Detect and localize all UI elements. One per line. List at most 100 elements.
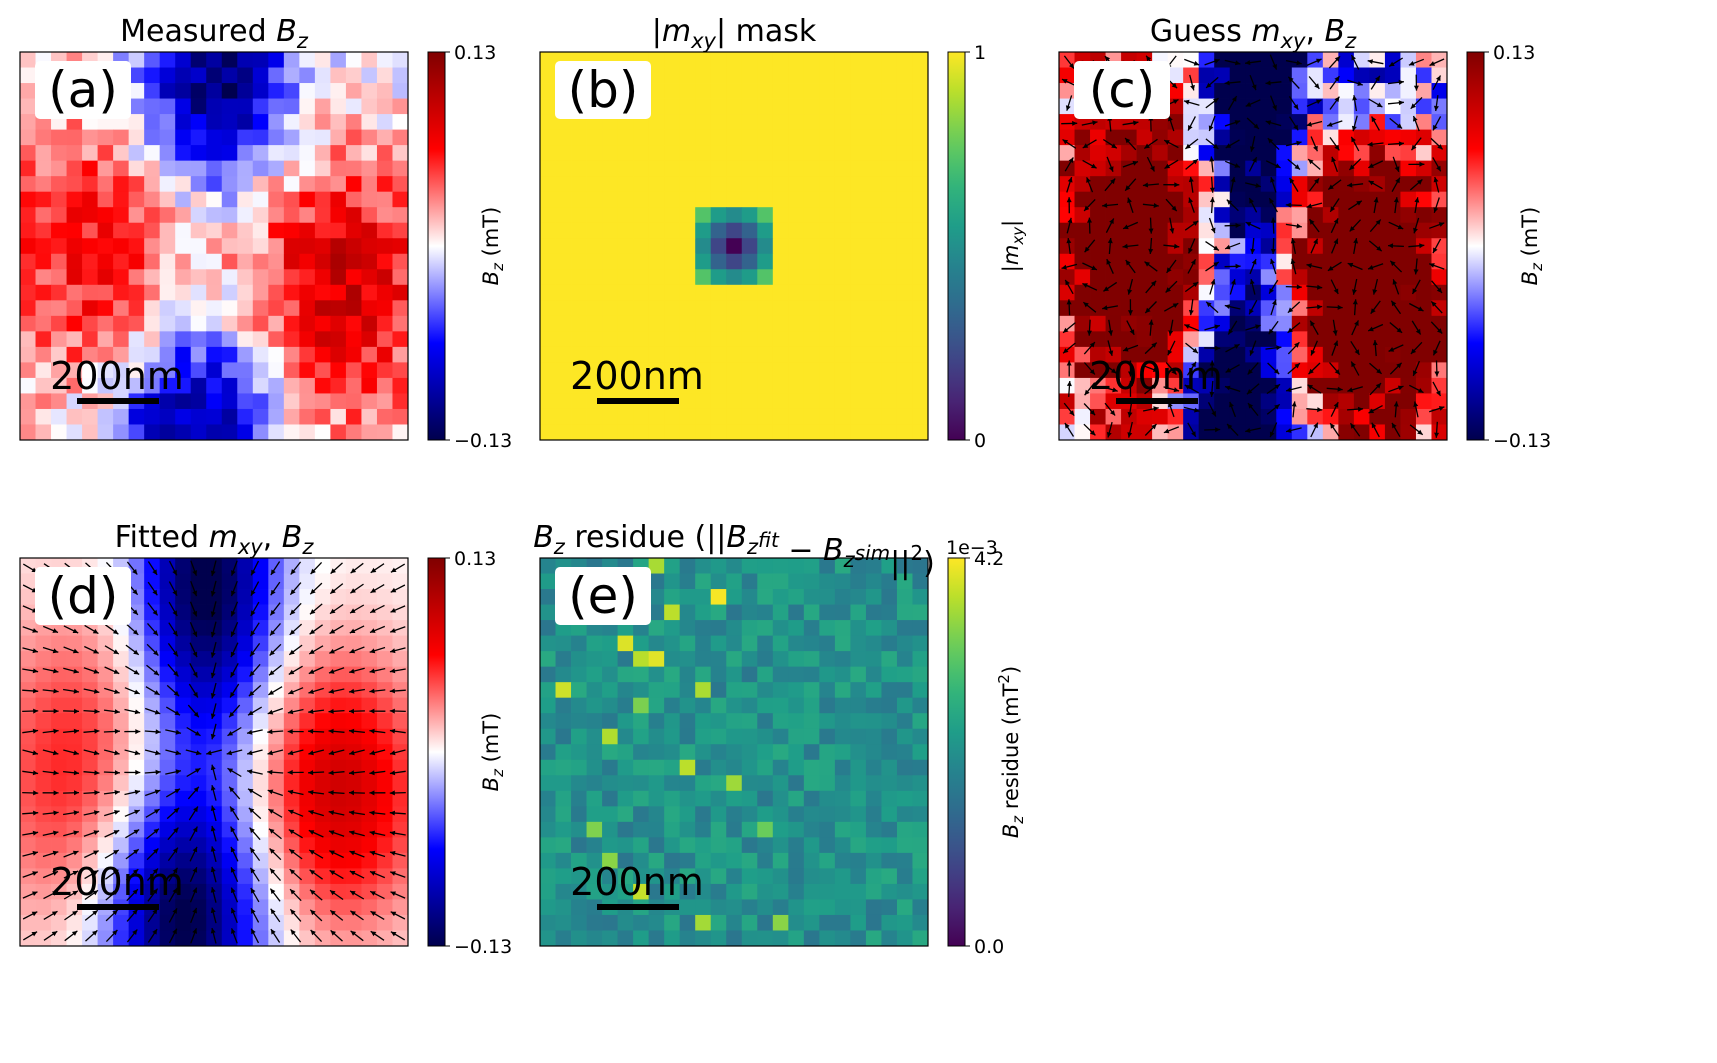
- heatmap-cell: [571, 222, 587, 239]
- arrow-head: [1286, 428, 1292, 433]
- heatmap-cell: [345, 821, 362, 838]
- heatmap-cell: [772, 899, 789, 916]
- heatmap-cell: [772, 790, 789, 807]
- heatmap-cell: [376, 67, 393, 84]
- heatmap-cell: [252, 346, 269, 363]
- heatmap-cell: [330, 145, 347, 162]
- heatmap-cell: [1059, 377, 1075, 394]
- heatmap-cell: [283, 589, 300, 605]
- heatmap-cell: [128, 238, 145, 255]
- heatmap-cell: [82, 222, 98, 239]
- heatmap-cell: [571, 728, 587, 745]
- heatmap-cell: [617, 408, 634, 425]
- heatmap-cell: [834, 393, 851, 410]
- arrow-head: [310, 929, 316, 936]
- heatmap-cell: [35, 930, 52, 947]
- heatmap-cell: [803, 83, 820, 99]
- heatmap-cell: [175, 899, 192, 916]
- heatmap-cell: [850, 620, 867, 636]
- heatmap-cell: [648, 238, 665, 255]
- heatmap-cell: [726, 393, 743, 410]
- heatmap-cell: [268, 300, 285, 317]
- heatmap-cell: [97, 424, 114, 441]
- heatmap-cell: [757, 83, 774, 99]
- arrow-head: [1163, 428, 1170, 434]
- arrow-head: [33, 708, 39, 714]
- arrow-head: [390, 628, 396, 633]
- arrow-head: [172, 650, 178, 657]
- heatmap-cell: [912, 114, 929, 130]
- heatmap-cell: [190, 589, 207, 605]
- heatmap-cell: [159, 269, 176, 286]
- heatmap-cell: [540, 666, 556, 683]
- arrow-head: [192, 590, 197, 597]
- heatmap-cell: [66, 759, 83, 776]
- heatmap-cell: [1214, 393, 1231, 410]
- heatmap-cell: [803, 145, 820, 162]
- panel-title-c: Guess mxy, Bz: [1150, 14, 1357, 53]
- heatmap-cell: [850, 790, 867, 807]
- heatmap-cell: [144, 573, 161, 590]
- heatmap-cell: [361, 269, 378, 286]
- heatmap-cell: [834, 284, 851, 301]
- arrow-head: [210, 733, 216, 740]
- heatmap-cell: [741, 393, 758, 410]
- heatmap-cell: [128, 868, 145, 885]
- heatmap-cell: [1229, 408, 1246, 425]
- heatmap-cell: [128, 589, 145, 605]
- heatmap-cell: [586, 837, 603, 854]
- heatmap-cell: [283, 930, 300, 947]
- heatmap-cell: [159, 362, 176, 379]
- heatmap-cell: [586, 697, 603, 714]
- heatmap-cell: [617, 837, 634, 854]
- heatmap-cell: [268, 269, 285, 286]
- arrow-head: [251, 569, 256, 576]
- heatmap-cell: [376, 790, 393, 807]
- heatmap-cell: [679, 114, 696, 130]
- panel-label-box: [35, 61, 131, 119]
- heatmap-cell: [695, 759, 712, 776]
- heatmap-cell: [1214, 222, 1231, 239]
- heatmap-cell: [1400, 424, 1417, 441]
- heatmap-cell: [1415, 393, 1432, 410]
- heatmap-cell: [206, 635, 223, 652]
- heatmap-cell: [20, 253, 36, 270]
- heatmap-cell: [1307, 145, 1324, 162]
- arrow-head: [1375, 383, 1382, 389]
- heatmap-cell: [221, 837, 238, 854]
- heatmap-cell: [881, 604, 898, 621]
- heatmap-cell: [1384, 331, 1401, 348]
- heatmap-cell: [555, 176, 572, 193]
- heatmap-cell: [1090, 176, 1106, 193]
- heatmap-cell: [392, 129, 409, 146]
- heatmap-cell: [330, 284, 347, 301]
- heatmap-cell: [237, 868, 254, 885]
- heatmap-cell: [237, 713, 254, 730]
- heatmap-cell: [206, 393, 223, 410]
- arrow-head: [249, 827, 255, 834]
- heatmap-cell: [617, 682, 634, 699]
- arrow-head: [113, 669, 120, 674]
- heatmap-cell: [741, 837, 758, 854]
- arrow-head: [154, 789, 161, 795]
- heatmap-cell: [1229, 393, 1246, 410]
- heatmap-cell: [299, 346, 316, 363]
- heatmap-cell: [1276, 207, 1293, 224]
- arrow-head: [195, 750, 202, 756]
- heatmap-cell: [571, 682, 587, 699]
- heatmap-cell: [617, 253, 634, 270]
- heatmap-cell: [555, 393, 572, 410]
- arrow-head: [1209, 187, 1215, 193]
- heatmap-cell: [221, 129, 238, 146]
- heatmap-cell: [633, 160, 650, 177]
- arrow-head: [1227, 423, 1233, 430]
- heatmap-cell: [51, 899, 67, 916]
- arrow-head: [1349, 226, 1355, 232]
- heatmap-cell: [617, 300, 634, 317]
- heatmap-cell: [648, 821, 665, 838]
- arrow-head: [1231, 279, 1236, 285]
- arrow-head: [72, 910, 78, 916]
- heatmap-cell: [757, 806, 774, 823]
- heatmap-cell: [803, 315, 820, 332]
- arrow-head: [1249, 279, 1255, 285]
